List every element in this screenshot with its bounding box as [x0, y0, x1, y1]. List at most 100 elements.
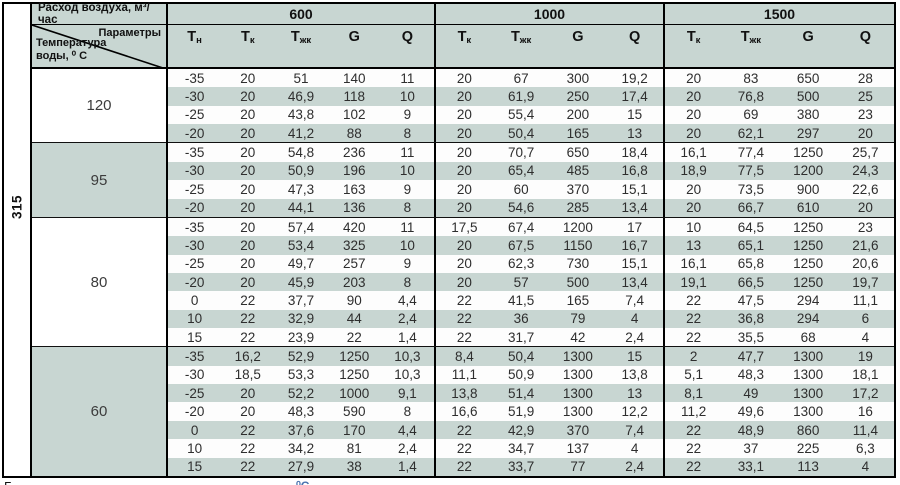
data-cell: 33,1	[737, 459, 765, 475]
data-cell: 9	[403, 181, 412, 197]
group-cells-1500: 16,1 77,4 1250 25,7	[665, 143, 894, 161]
data-cell: 8	[403, 274, 412, 290]
data-cell: 22	[686, 459, 702, 475]
column-header-base: Т	[290, 29, 300, 45]
group-cells-600: 0 22 37,7 90 4,4	[168, 291, 436, 310]
data-cell: -35	[184, 70, 205, 86]
data-cell: 66,7	[737, 200, 765, 216]
data-cell: 118	[343, 89, 365, 105]
data-cell: 36,8	[737, 311, 765, 327]
group-cells-1000: 17,5 67,4 1200 17	[436, 217, 665, 237]
group-cells-1000: 20 57 500 13,4	[436, 272, 665, 292]
data-cell: 1300	[793, 385, 824, 401]
data-cell: 37	[743, 440, 759, 456]
column-header-base: G	[572, 29, 584, 45]
data-cell: 196	[342, 163, 366, 179]
data-rows: -35 20 51 140 11 20 67 300 19,2 20 83 650 28 -30 20 46,…	[168, 69, 894, 476]
column-header-base: Т	[686, 29, 696, 45]
group-cells-1500: 20 73,5 900 22,6	[665, 180, 894, 198]
table-row: -20 20 41,2 88 8 20 50,4 165 13 20 62,1 297 20	[168, 124, 894, 143]
data-cell: 1300	[562, 367, 593, 383]
group-cells-600: -25 20 52,2 1000 9,1	[168, 384, 436, 403]
data-cell: 20	[456, 163, 472, 179]
group-cells-600: -35 20 57,4 420 11	[168, 217, 436, 237]
data-cell: 1300	[793, 404, 824, 420]
data-cell: 20	[240, 107, 256, 123]
group-header-1500: 1500	[763, 6, 796, 22]
data-cell: 37,7	[287, 292, 315, 308]
data-cell: 1250	[793, 219, 824, 235]
group-cells-1500: 5,1 48,3 1300 18,1	[665, 366, 894, 384]
data-cell: 1300	[793, 349, 824, 365]
data-cell: 6,3	[855, 440, 875, 456]
data-cell: 50,4	[507, 349, 535, 365]
data-cell: 900	[796, 181, 820, 197]
group-cells-1500: 16,1 65,8 1250 20,6	[665, 255, 894, 273]
data-cell: 42,9	[507, 422, 535, 438]
group-cells-1000: 11,1 50,9 1300 13,8	[436, 365, 665, 385]
data-cell: -25	[184, 107, 205, 123]
group-cells-600: 10 22 32,9 44 2,4	[168, 309, 436, 329]
data-cell: 650	[566, 145, 590, 161]
data-cell: 88	[346, 125, 362, 141]
data-cell: 9,1	[398, 385, 417, 401]
data-cell: 300	[566, 70, 590, 86]
data-cell: 73,5	[737, 181, 765, 197]
data-cell: 11,1	[451, 367, 478, 383]
caption-fragment: Г	[4, 479, 11, 485]
group-cells-1500: 11,2 49,6 1300 16	[665, 402, 894, 420]
data-cell: 163	[342, 181, 366, 197]
group-cells-1500: 10 64,5 1250 23	[665, 218, 894, 236]
water-temp-cell-95: 95	[32, 142, 166, 217]
group-cells-1500: 20 69 380 23	[665, 106, 894, 124]
data-cell: 20	[456, 200, 472, 216]
data-cell: 52,9	[287, 349, 315, 365]
caption-unit-fragment: ⁰С	[296, 479, 309, 485]
data-cell: 32,9	[287, 311, 315, 327]
group-cells-600: -20 20 45,9 203 8	[168, 272, 436, 292]
column-header-base: Q	[401, 29, 414, 45]
data-cell: 48,3	[737, 367, 765, 383]
group-cells-1000: 13,8 51,4 1300 13	[436, 384, 665, 403]
group-cells-1000: 20 50,4 165 13	[436, 124, 665, 143]
data-cell: 46,9	[287, 89, 315, 105]
data-cell: 136	[342, 200, 366, 216]
data-cell: -35	[184, 219, 205, 235]
data-cell: 15	[627, 349, 643, 365]
data-cell: 1250	[793, 256, 824, 272]
data-cell: 83	[743, 70, 759, 86]
data-cell: 11,2	[680, 404, 707, 420]
data-cell: 420	[342, 219, 366, 235]
group-cells-1500: 22 47,5 294 11,1	[665, 291, 894, 309]
data-cell: 42	[570, 329, 586, 345]
data-cell: 2	[689, 349, 698, 365]
data-cell: 4	[861, 459, 870, 475]
data-cell: 13,8	[451, 385, 478, 401]
data-cell: 66,5	[737, 274, 765, 290]
data-cell: 203	[342, 274, 366, 290]
data-cell: 6	[861, 311, 870, 327]
data-cell: 10	[399, 89, 415, 105]
data-cell: -20	[184, 200, 205, 216]
group-cells-600: 15 22 27,9 38 1,4	[168, 457, 436, 476]
column-header-base: Т	[740, 29, 750, 45]
data-cell: 10	[399, 163, 415, 179]
data-cell: 2,4	[625, 329, 645, 345]
data-cell: 48,9	[737, 422, 765, 438]
data-cell: 1000	[339, 385, 370, 401]
data-cell: 20	[686, 89, 702, 105]
data-cell: 20	[857, 125, 873, 141]
data-cell: 50,4	[507, 125, 535, 141]
data-cell: 31,7	[507, 329, 535, 345]
table-body: 120 95 80 60 -35 20 51 140 11 20 67 300 19,2 20 83 650…	[32, 69, 894, 476]
data-cell: 51,4	[507, 385, 535, 401]
data-cell: 12,2	[621, 404, 648, 420]
cutoff-caption: Г ⁰С	[4, 479, 424, 485]
header-row-airflow: Расход воздуха, м³/час 600 1000 1500	[32, 2, 894, 26]
data-cell: 57,4	[287, 219, 315, 235]
column-header-base: G	[802, 29, 814, 45]
group-header-600: 600	[168, 4, 436, 24]
group-cells-1000: 20 67,5 1150 16,7	[436, 236, 665, 255]
data-cell: 45,9	[287, 274, 315, 290]
column-header-sub: н	[196, 35, 202, 46]
